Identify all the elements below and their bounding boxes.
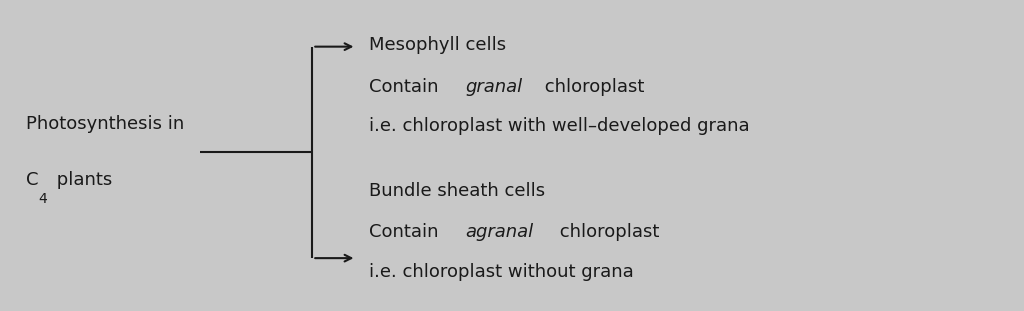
Text: Contain: Contain bbox=[369, 223, 443, 241]
Text: Photosynthesis in: Photosynthesis in bbox=[26, 115, 184, 133]
Text: chloroplast: chloroplast bbox=[540, 78, 645, 96]
Text: Mesophyll cells: Mesophyll cells bbox=[369, 36, 506, 54]
Text: Bundle sheath cells: Bundle sheath cells bbox=[369, 182, 545, 200]
Text: plants: plants bbox=[51, 171, 113, 189]
Text: agranal: agranal bbox=[466, 223, 534, 241]
Text: chloroplast: chloroplast bbox=[554, 223, 659, 241]
Text: Contain: Contain bbox=[369, 78, 443, 96]
Text: i.e. chloroplast without grana: i.e. chloroplast without grana bbox=[369, 263, 634, 281]
Text: 4: 4 bbox=[38, 192, 47, 206]
Text: C: C bbox=[26, 171, 38, 189]
Text: granal: granal bbox=[466, 78, 523, 96]
Text: i.e. chloroplast with well–developed grana: i.e. chloroplast with well–developed gra… bbox=[369, 117, 750, 135]
